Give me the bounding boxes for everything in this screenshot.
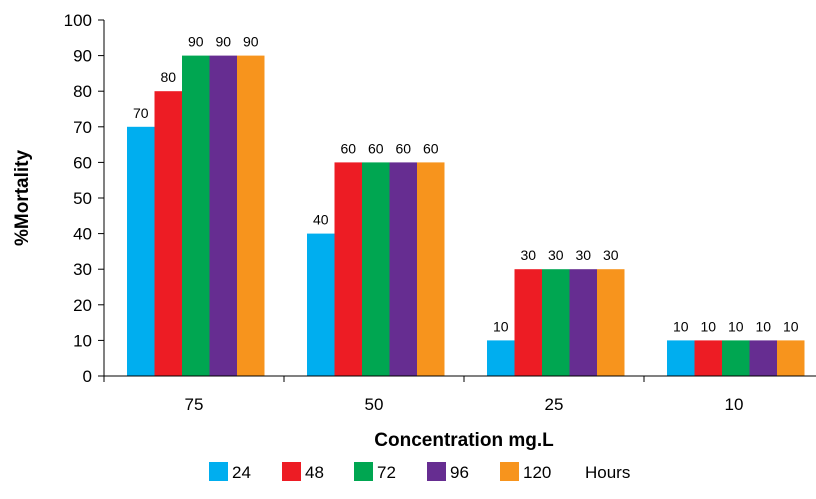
- legend-swatch: [354, 462, 373, 481]
- bar: [334, 162, 362, 376]
- legend-label: 48: [305, 463, 324, 482]
- y-tick-label: 10: [73, 331, 92, 350]
- bar: [694, 340, 722, 376]
- data-label: 10: [673, 318, 689, 334]
- y-axis-title: %Mortality: [12, 150, 33, 247]
- data-label: 70: [133, 105, 149, 121]
- data-label: 60: [368, 140, 384, 156]
- bar: [182, 55, 210, 376]
- y-tick-label: 100: [64, 11, 92, 30]
- data-label: 90: [243, 34, 259, 50]
- x-axis-title: Concentration mg.L: [374, 430, 554, 451]
- legend-label: 96: [450, 463, 469, 482]
- bar: [569, 269, 597, 376]
- data-label: 40: [313, 212, 329, 228]
- data-label: 90: [188, 34, 204, 50]
- legend-swatch: [209, 462, 228, 481]
- y-tick-label: 50: [73, 189, 92, 208]
- y-tick-label: 30: [73, 260, 92, 279]
- y-tick-label: 60: [73, 153, 92, 172]
- bars-layer: [127, 55, 805, 376]
- data-label: 10: [700, 318, 716, 334]
- data-label: 30: [603, 247, 619, 263]
- x-category-label: 50: [365, 395, 384, 414]
- data-label: 30: [575, 247, 591, 263]
- bar: [237, 55, 265, 376]
- legend: 24 48 72 96 120 Hours: [209, 462, 630, 482]
- y-tick-label: 40: [73, 225, 92, 244]
- x-category-label: 25: [545, 395, 564, 414]
- legend-label: 72: [377, 463, 396, 482]
- x-ticks: 75 50 25 10: [103, 376, 744, 414]
- data-label: 10: [728, 318, 744, 334]
- y-tick-label: 80: [73, 82, 92, 101]
- bar: [722, 340, 750, 376]
- bar: [307, 233, 335, 376]
- data-labels: 70 80 90 90 90 40 60 60 60 60 10 30 30 30 30 10 10 10 10 10: [133, 34, 799, 335]
- x-category-label: 75: [185, 395, 204, 414]
- bar: [389, 162, 417, 376]
- legend-swatch: [500, 462, 519, 481]
- bar: [127, 126, 155, 376]
- bar: [542, 269, 570, 376]
- legend-swatch: [427, 462, 446, 481]
- bar: [667, 340, 695, 376]
- bar: [487, 340, 515, 376]
- bar: [417, 162, 445, 376]
- data-label: 30: [548, 247, 564, 263]
- x-category-label: 10: [725, 395, 744, 414]
- legend-label: 120: [523, 463, 551, 482]
- bar: [777, 340, 805, 376]
- legend-units-label: Hours: [585, 463, 630, 482]
- data-label: 60: [395, 140, 411, 156]
- data-label: 80: [160, 69, 176, 85]
- y-ticks: 0 10 20 30 40 50 60 70 80 90 100: [64, 11, 104, 386]
- bar: [362, 162, 390, 376]
- bar: [749, 340, 777, 376]
- data-label: 30: [520, 247, 536, 263]
- bar: [514, 269, 542, 376]
- data-label: 10: [755, 318, 771, 334]
- data-label: 60: [340, 140, 356, 156]
- y-tick-label: 20: [73, 296, 92, 315]
- data-label: 10: [783, 318, 799, 334]
- bar: [154, 91, 182, 376]
- bar: [209, 55, 237, 376]
- data-label: 90: [215, 34, 231, 50]
- y-tick-label: 0: [83, 367, 92, 386]
- legend-label: 24: [232, 463, 251, 482]
- data-label: 10: [493, 318, 509, 334]
- legend-swatch: [282, 462, 301, 481]
- y-tick-label: 70: [73, 118, 92, 137]
- data-label: 60: [423, 140, 439, 156]
- bar: [597, 269, 625, 376]
- y-tick-label: 90: [73, 47, 92, 66]
